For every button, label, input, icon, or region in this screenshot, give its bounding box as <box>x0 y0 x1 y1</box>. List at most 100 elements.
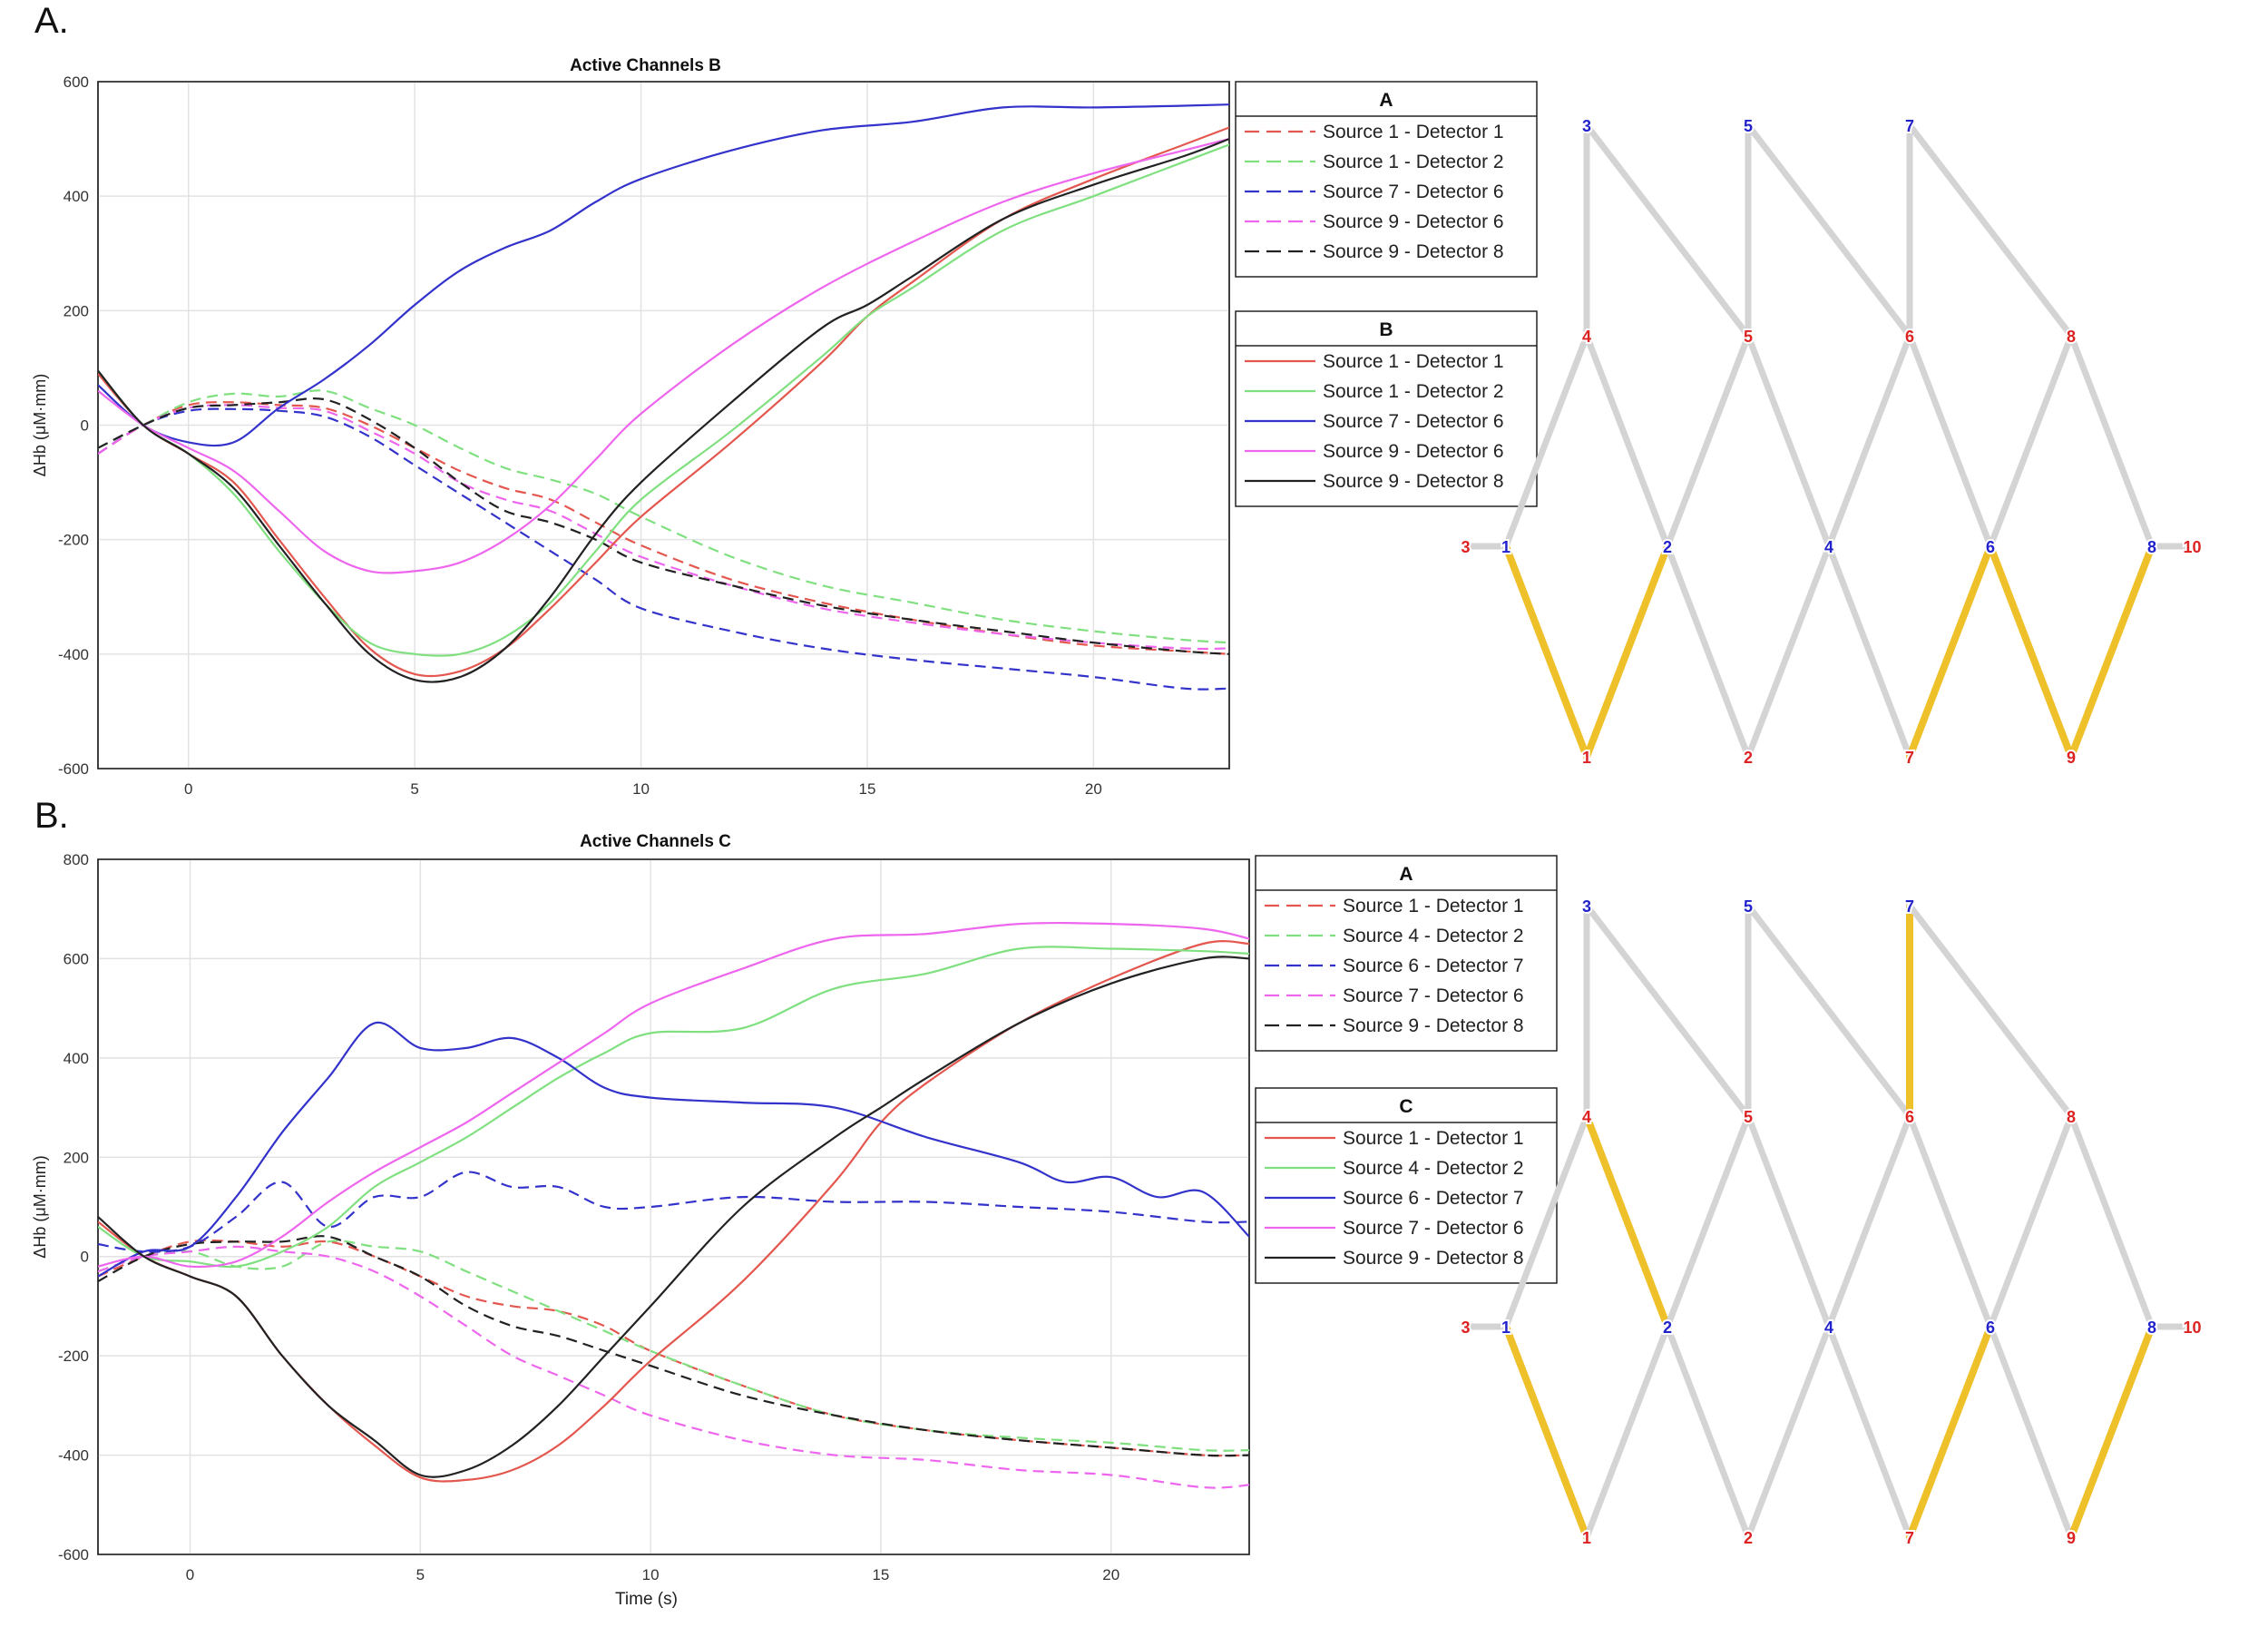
detector-label: 4 <box>1824 538 1833 556</box>
inactive-channel <box>1745 543 1833 760</box>
x-tick-label: 0 <box>184 780 192 798</box>
y-tick-label: -200 <box>58 1348 89 1365</box>
legend-entry: Source 1 - Detector 1 <box>1323 122 1504 142</box>
y-tick-label: -200 <box>58 532 89 549</box>
source-label: 1 <box>1582 749 1591 767</box>
source-label: 3 <box>1461 538 1470 556</box>
series-line-c-green <box>98 946 1249 1269</box>
source-label: 1 <box>1582 1529 1591 1547</box>
series-line-c-blue <box>98 1021 1249 1278</box>
x-tick-label: 10 <box>642 1566 660 1583</box>
detector-label: 6 <box>1986 538 1995 556</box>
inactive-channel <box>1825 543 1913 760</box>
legend-b: C Source 1 - Detector 1 Source 4 - Detecto… <box>1255 1087 1558 1284</box>
active-channel <box>1987 543 2075 760</box>
inactive-channel <box>1906 1113 1994 1330</box>
legend-box <box>1255 855 1558 1052</box>
series-line-a-red <box>98 401 1229 655</box>
detector-label: 8 <box>2147 538 2156 556</box>
legend-entry: Source 1 - Detector 1 <box>1343 896 1524 917</box>
y-tick-label: -400 <box>58 646 89 663</box>
x-tick-label: 0 <box>186 1566 194 1583</box>
y-tick-label: -600 <box>58 1546 89 1563</box>
source-label: 10 <box>2183 1318 2201 1337</box>
legend-entry: Source 7 - Detector 6 <box>1323 181 1504 202</box>
detector-label: 3 <box>1582 897 1591 916</box>
y-tick-label: 0 <box>81 1249 89 1266</box>
legend-entry: Source 1 - Detector 1 <box>1343 1128 1524 1149</box>
legend-entry: Source 9 - Detector 8 <box>1323 241 1504 262</box>
active-channel <box>2068 1323 2156 1541</box>
chart-title: Active Channels C <box>580 832 731 851</box>
y-tick-label: 800 <box>64 851 89 868</box>
legend-entry: Source 4 - Detector 2 <box>1343 1158 1524 1179</box>
series-line-c-black <box>98 956 1249 1478</box>
detector-label: 7 <box>1905 897 1914 916</box>
inactive-channel <box>2068 332 2156 550</box>
legend-entry: Source 9 - Detector 6 <box>1323 441 1504 462</box>
detector-label: 2 <box>1663 1318 1672 1337</box>
active-channel <box>1502 543 1590 760</box>
inactive-channel <box>1664 332 1752 550</box>
legend-b: B Source 1 - Detector 1 Source 1 - Detecto… <box>1235 310 1538 507</box>
series-line-a-blue <box>98 407 1229 691</box>
active-channel <box>2068 543 2156 760</box>
inactive-channel <box>1583 902 1752 1120</box>
inactive-channel <box>1583 122 1752 339</box>
legend-title: B <box>1379 319 1393 340</box>
source-label: 9 <box>2067 749 2076 767</box>
y-tick-label: 200 <box>64 1149 89 1166</box>
legend-title: C <box>1399 1096 1413 1117</box>
series-line-a-magenta <box>98 404 1229 651</box>
x-axis-label: Time (s) <box>615 1590 678 1609</box>
legend-entry: Source 9 - Detector 8 <box>1343 1248 1524 1269</box>
inactive-channel <box>1502 1113 1590 1330</box>
y-tick-label: 400 <box>64 1050 89 1067</box>
series-line-a-blue <box>98 1171 1249 1253</box>
series-line-b-green <box>98 143 1229 657</box>
source-label: 4 <box>1582 328 1591 346</box>
legend-entry: Source 9 - Detector 6 <box>1323 211 1504 232</box>
series-line-a-black <box>98 1235 1249 1457</box>
legend-title: A <box>1399 864 1413 885</box>
chart-title: Active Channels B <box>570 56 721 75</box>
legend-entry: Source 4 - Detector 2 <box>1343 926 1524 946</box>
inactive-channel <box>1583 332 1671 550</box>
legend-box <box>1235 310 1538 507</box>
source-label: 9 <box>2067 1529 2076 1547</box>
source-label: 8 <box>2067 1108 2076 1126</box>
x-tick-label: 5 <box>410 780 418 798</box>
inactive-channel <box>1583 1323 1671 1541</box>
detector-label: 7 <box>1905 117 1914 135</box>
inactive-channel <box>1825 1113 1913 1330</box>
y-tick-label: 600 <box>64 950 89 967</box>
legend-entry: Source 7 - Detector 6 <box>1343 985 1524 1006</box>
detector-label: 8 <box>2147 1318 2156 1337</box>
series-line-a-green <box>98 389 1229 644</box>
detector-label: 2 <box>1663 538 1672 556</box>
inactive-channel <box>1745 332 1833 550</box>
detector-label: 3 <box>1582 117 1591 135</box>
x-tick-label: 15 <box>858 780 875 798</box>
source-label: 3 <box>1461 1318 1470 1337</box>
legend-entry: Source 1 - Detector 2 <box>1323 152 1504 172</box>
legend-entry: Source 7 - Detector 6 <box>1343 1218 1524 1239</box>
legend-entry: Source 9 - Detector 8 <box>1323 471 1504 492</box>
source-label: 7 <box>1905 749 1914 767</box>
y-tick-label: 0 <box>81 417 89 435</box>
legend-entry: Source 1 - Detector 2 <box>1323 381 1504 402</box>
y-tick-label: -600 <box>58 760 89 778</box>
legend-title: A <box>1379 90 1393 111</box>
plot-border <box>97 858 1250 1555</box>
y-tick-label: 400 <box>64 188 89 205</box>
legend-a: A Source 1 - Detector 1 Source 4 - Detecto… <box>1255 855 1558 1052</box>
legend-entry: Source 6 - Detector 7 <box>1343 956 1524 976</box>
chart-panel-1: A. 0 5 10 15 20 -600 -400 -200 0 200 400 600 Active C… <box>31 1 1538 798</box>
detector-label: 6 <box>1986 1318 1995 1337</box>
plot-border <box>97 81 1230 769</box>
legend-entry: Source 1 - Detector 1 <box>1323 351 1504 372</box>
series-line-b-magenta <box>98 138 1229 574</box>
